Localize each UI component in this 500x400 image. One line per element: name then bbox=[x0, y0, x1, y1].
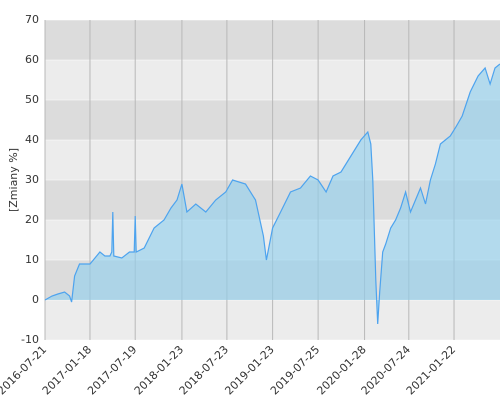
x-tick-label: 2017-07-19 bbox=[85, 343, 139, 397]
x-tick-label: 2021-01-22 bbox=[404, 343, 458, 397]
y-axis-label: [Zmiany %] bbox=[7, 148, 20, 212]
y-tick-label: 60 bbox=[25, 53, 39, 66]
y-tick-label: 20 bbox=[25, 213, 39, 226]
y-tick-label: -10 bbox=[21, 333, 39, 346]
y-tick-label: 0 bbox=[32, 293, 39, 306]
area-fill bbox=[45, 64, 500, 324]
y-tick-label: 70 bbox=[25, 13, 39, 26]
y-tick-label: 50 bbox=[25, 93, 39, 106]
y-tick-label: 10 bbox=[25, 253, 39, 266]
line bbox=[44, 63, 500, 325]
y-tick-label: 40 bbox=[25, 133, 39, 146]
y-tick-label: 30 bbox=[25, 173, 39, 186]
